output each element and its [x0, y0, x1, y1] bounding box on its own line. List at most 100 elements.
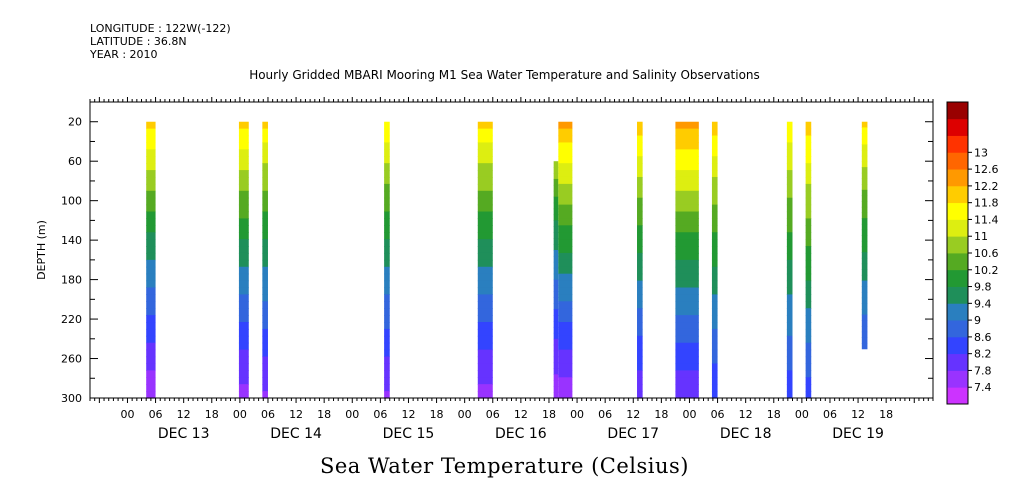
data-column: [711, 121, 718, 399]
column-cell: [384, 363, 390, 371]
column-cell: [711, 294, 718, 302]
column-cell: [558, 149, 573, 157]
column-cell: [262, 135, 268, 144]
column-cell: [786, 259, 793, 268]
column-cell: [786, 163, 793, 171]
column-cell: [553, 303, 559, 310]
x-day-label: DEC 19: [832, 426, 884, 442]
column-cell: [146, 328, 156, 337]
column-cell: [861, 235, 868, 242]
column-cell: [805, 211, 812, 220]
column-cell: [553, 279, 559, 287]
colorbar-label: 9.4: [974, 297, 992, 310]
column-cell: [861, 331, 868, 338]
column-cell: [786, 363, 793, 371]
column-cell: [805, 121, 812, 130]
column-cell: [384, 135, 390, 144]
column-cell: [238, 349, 249, 358]
column-cell: [146, 335, 156, 344]
column-cell: [861, 223, 868, 231]
data-column: [146, 121, 156, 399]
column-cell: [786, 301, 793, 309]
column-cell: [238, 121, 249, 130]
column-cell: [238, 204, 249, 213]
column-cell: [262, 384, 268, 392]
column-cell: [262, 246, 268, 254]
column-cell: [675, 128, 699, 137]
colorbar-swatch: [947, 219, 968, 237]
column-cell: [384, 384, 390, 392]
column-cell: [675, 211, 699, 220]
colorbar-swatch: [947, 253, 968, 271]
column-cell: [637, 266, 643, 275]
column-cell: [477, 266, 493, 275]
colorbar-swatch: [947, 286, 968, 304]
column-cell: [553, 332, 559, 340]
column-cell: [146, 225, 156, 233]
column-cell: [558, 163, 573, 171]
column-cell: [384, 211, 390, 220]
column-cell: [805, 349, 812, 358]
column-cell: [477, 315, 493, 323]
column-cell: [384, 294, 390, 302]
column-cell: [384, 287, 390, 295]
column-cell: [675, 335, 699, 344]
column-cell: [384, 204, 390, 213]
column-cell: [675, 384, 699, 392]
column-cell: [262, 391, 268, 399]
column-cell: [861, 172, 868, 180]
column-cell: [384, 349, 390, 358]
x-tick-label: 06: [598, 408, 612, 421]
column-cell: [637, 142, 643, 150]
column-cell: [861, 252, 868, 259]
colorbar-swatch: [947, 236, 968, 254]
column-cell: [262, 142, 268, 150]
x-tick-label: 00: [345, 408, 359, 421]
column-cell: [675, 266, 699, 275]
column-cell: [711, 273, 718, 282]
column-cell: [637, 301, 643, 309]
column-cell: [637, 190, 643, 199]
column-cell: [711, 308, 718, 316]
column-cell: [477, 349, 493, 358]
column-cell: [146, 294, 156, 302]
column-cell: [558, 176, 573, 185]
column-cell: [637, 335, 643, 344]
column-cell: [861, 144, 868, 151]
column-cell: [477, 246, 493, 254]
column-cell: [675, 142, 699, 150]
column-cell: [786, 315, 793, 323]
column-cell: [262, 308, 268, 316]
column-cell: [238, 252, 249, 261]
x-day-label: DEC 13: [158, 426, 210, 442]
latitude-label: LATITUDE : 36.8N: [90, 35, 187, 48]
data-columns: [146, 121, 868, 399]
column-cell: [477, 121, 493, 130]
column-cell: [711, 246, 718, 254]
column-cell: [262, 252, 268, 261]
column-cell: [861, 257, 868, 265]
column-cell: [384, 322, 390, 330]
column-cell: [238, 190, 249, 199]
colorbar: 7.4 7.8 8.2 8.6 9 9.4 9.8 10.2 10.6 11 11.4 11.8 12.…: [946, 101, 999, 405]
colorbar-label: 9: [974, 314, 981, 327]
x-tick-label: 18: [205, 408, 219, 421]
column-cell: [146, 170, 156, 178]
column-cell: [711, 218, 718, 226]
column-cell: [805, 377, 812, 385]
column-cell: [861, 337, 868, 344]
column-cell: [558, 246, 573, 254]
data-column: [675, 121, 699, 399]
column-cell: [711, 315, 718, 323]
column-cell: [262, 183, 268, 192]
column-cell: [477, 170, 493, 178]
column-cell: [553, 344, 559, 352]
column-cell: [146, 142, 156, 150]
column-cell: [384, 128, 390, 137]
column-cell: [553, 184, 559, 192]
x-tick-label: 00: [233, 408, 247, 421]
column-cell: [262, 149, 268, 157]
column-cell: [146, 183, 156, 192]
column-cell: [711, 349, 718, 358]
column-cell: [558, 183, 573, 192]
